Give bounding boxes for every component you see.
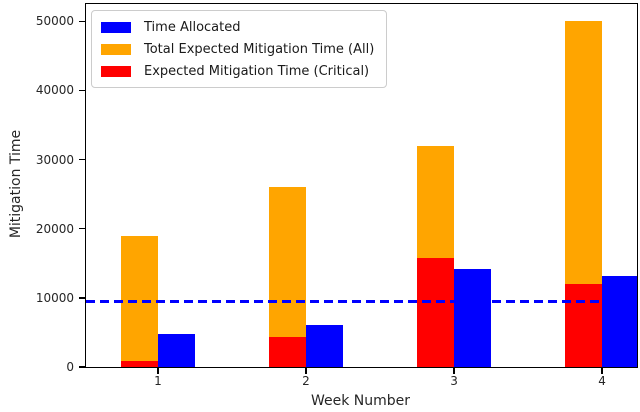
bar-week4-expected-mitigation-time-critical	[565, 284, 603, 367]
legend-swatch-total-expected-mitigation-time-all	[101, 43, 131, 55]
y-tick-mark	[79, 366, 85, 368]
x-tick-label: 1	[154, 374, 162, 388]
bar-week1-expected-mitigation-time-critical	[120, 360, 158, 367]
x-tick-mark	[601, 368, 603, 374]
bar-week2-time-allocated	[305, 324, 343, 367]
y-tick-mark	[79, 89, 85, 92]
legend-row: Expected Mitigation Time (Critical)	[101, 60, 374, 82]
legend-label: Expected Mitigation Time (Critical)	[144, 63, 370, 79]
y-tick-label: 50000	[35, 14, 74, 29]
y-tick-label: 20000	[35, 221, 74, 236]
x-tick-label: 4	[598, 374, 606, 388]
legend: Time Allocated Total Expected Mitigation …	[91, 10, 388, 88]
x-tick-label: 2	[302, 374, 310, 388]
legend-swatch-time-allocated	[101, 21, 131, 33]
x-tick-mark	[157, 368, 159, 374]
y-tick-mark	[79, 227, 85, 230]
bars-layer	[86, 4, 637, 367]
y-tick-label: 40000	[35, 83, 74, 98]
bar-week3-expected-mitigation-time-critical	[417, 258, 454, 367]
x-axis-label: Week Number	[310, 393, 411, 409]
bar-week3-time-allocated	[454, 268, 492, 367]
y-tick-mark	[79, 158, 85, 161]
bar-week2-expected-mitigation-time-critical	[268, 336, 306, 367]
bar-week4-time-allocated	[602, 275, 637, 367]
legend-row: Time Allocated	[101, 16, 374, 38]
legend-swatch-expected-mitigation-time-critical	[101, 65, 131, 77]
x-tick-label: 3	[450, 374, 458, 388]
legend-label: Total Expected Mitigation Time (All)	[144, 41, 375, 57]
legend-label: Time Allocated	[144, 19, 241, 35]
y-tick-label: 30000	[35, 152, 74, 167]
y-tick-label: 0	[66, 360, 74, 374]
y-tick-mark	[79, 297, 85, 299]
legend-row: Total Expected Mitigation Time (All)	[101, 38, 374, 60]
bar-week1-time-allocated	[157, 333, 195, 367]
x-tick-mark	[453, 368, 455, 374]
x-tick-mark	[305, 368, 307, 374]
y-tick-label: 10000	[35, 290, 74, 305]
y-tick-mark	[79, 20, 85, 23]
threshold-line	[86, 299, 637, 303]
